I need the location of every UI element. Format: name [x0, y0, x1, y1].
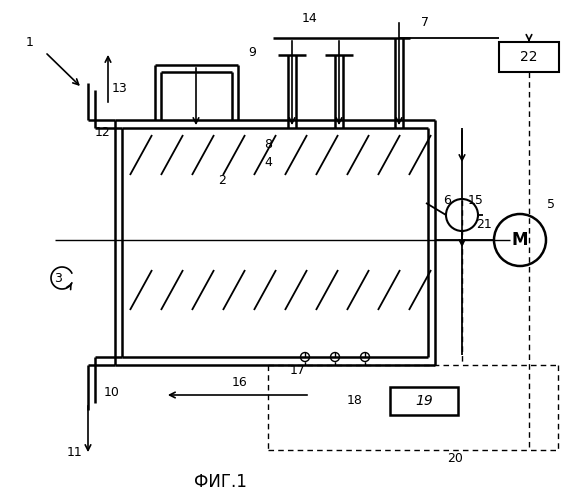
FancyBboxPatch shape [499, 42, 559, 72]
Text: 9: 9 [248, 46, 256, 59]
FancyBboxPatch shape [390, 387, 458, 415]
Text: 1: 1 [26, 36, 34, 49]
Text: 19: 19 [415, 394, 433, 408]
Text: 20: 20 [447, 452, 463, 464]
Text: 11: 11 [67, 446, 83, 458]
Text: 15: 15 [468, 194, 484, 206]
Text: 8: 8 [264, 138, 272, 151]
Text: 16: 16 [232, 376, 248, 388]
Text: 6: 6 [443, 194, 451, 206]
Text: 10: 10 [104, 386, 120, 398]
Text: 5: 5 [547, 198, 555, 211]
Text: 3: 3 [54, 272, 62, 284]
Text: 17: 17 [290, 364, 306, 376]
Text: 18: 18 [347, 394, 363, 406]
Text: 12: 12 [95, 126, 111, 138]
Text: M: M [512, 231, 528, 249]
Text: 13: 13 [112, 82, 128, 94]
Text: 4: 4 [264, 156, 272, 168]
Text: 22: 22 [520, 50, 538, 64]
Text: 21: 21 [476, 218, 492, 232]
Text: 7: 7 [421, 16, 429, 28]
Text: 14: 14 [302, 12, 318, 24]
Text: ФИГ.1: ФИГ.1 [194, 473, 246, 491]
Text: 2: 2 [218, 174, 226, 186]
